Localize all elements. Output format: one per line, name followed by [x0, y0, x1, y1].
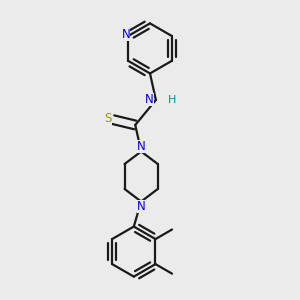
Text: N: N — [137, 140, 146, 153]
Text: N: N — [122, 28, 130, 41]
Text: N: N — [137, 200, 146, 213]
Text: S: S — [104, 112, 112, 125]
Text: H: H — [168, 95, 176, 105]
Text: N: N — [145, 93, 154, 106]
